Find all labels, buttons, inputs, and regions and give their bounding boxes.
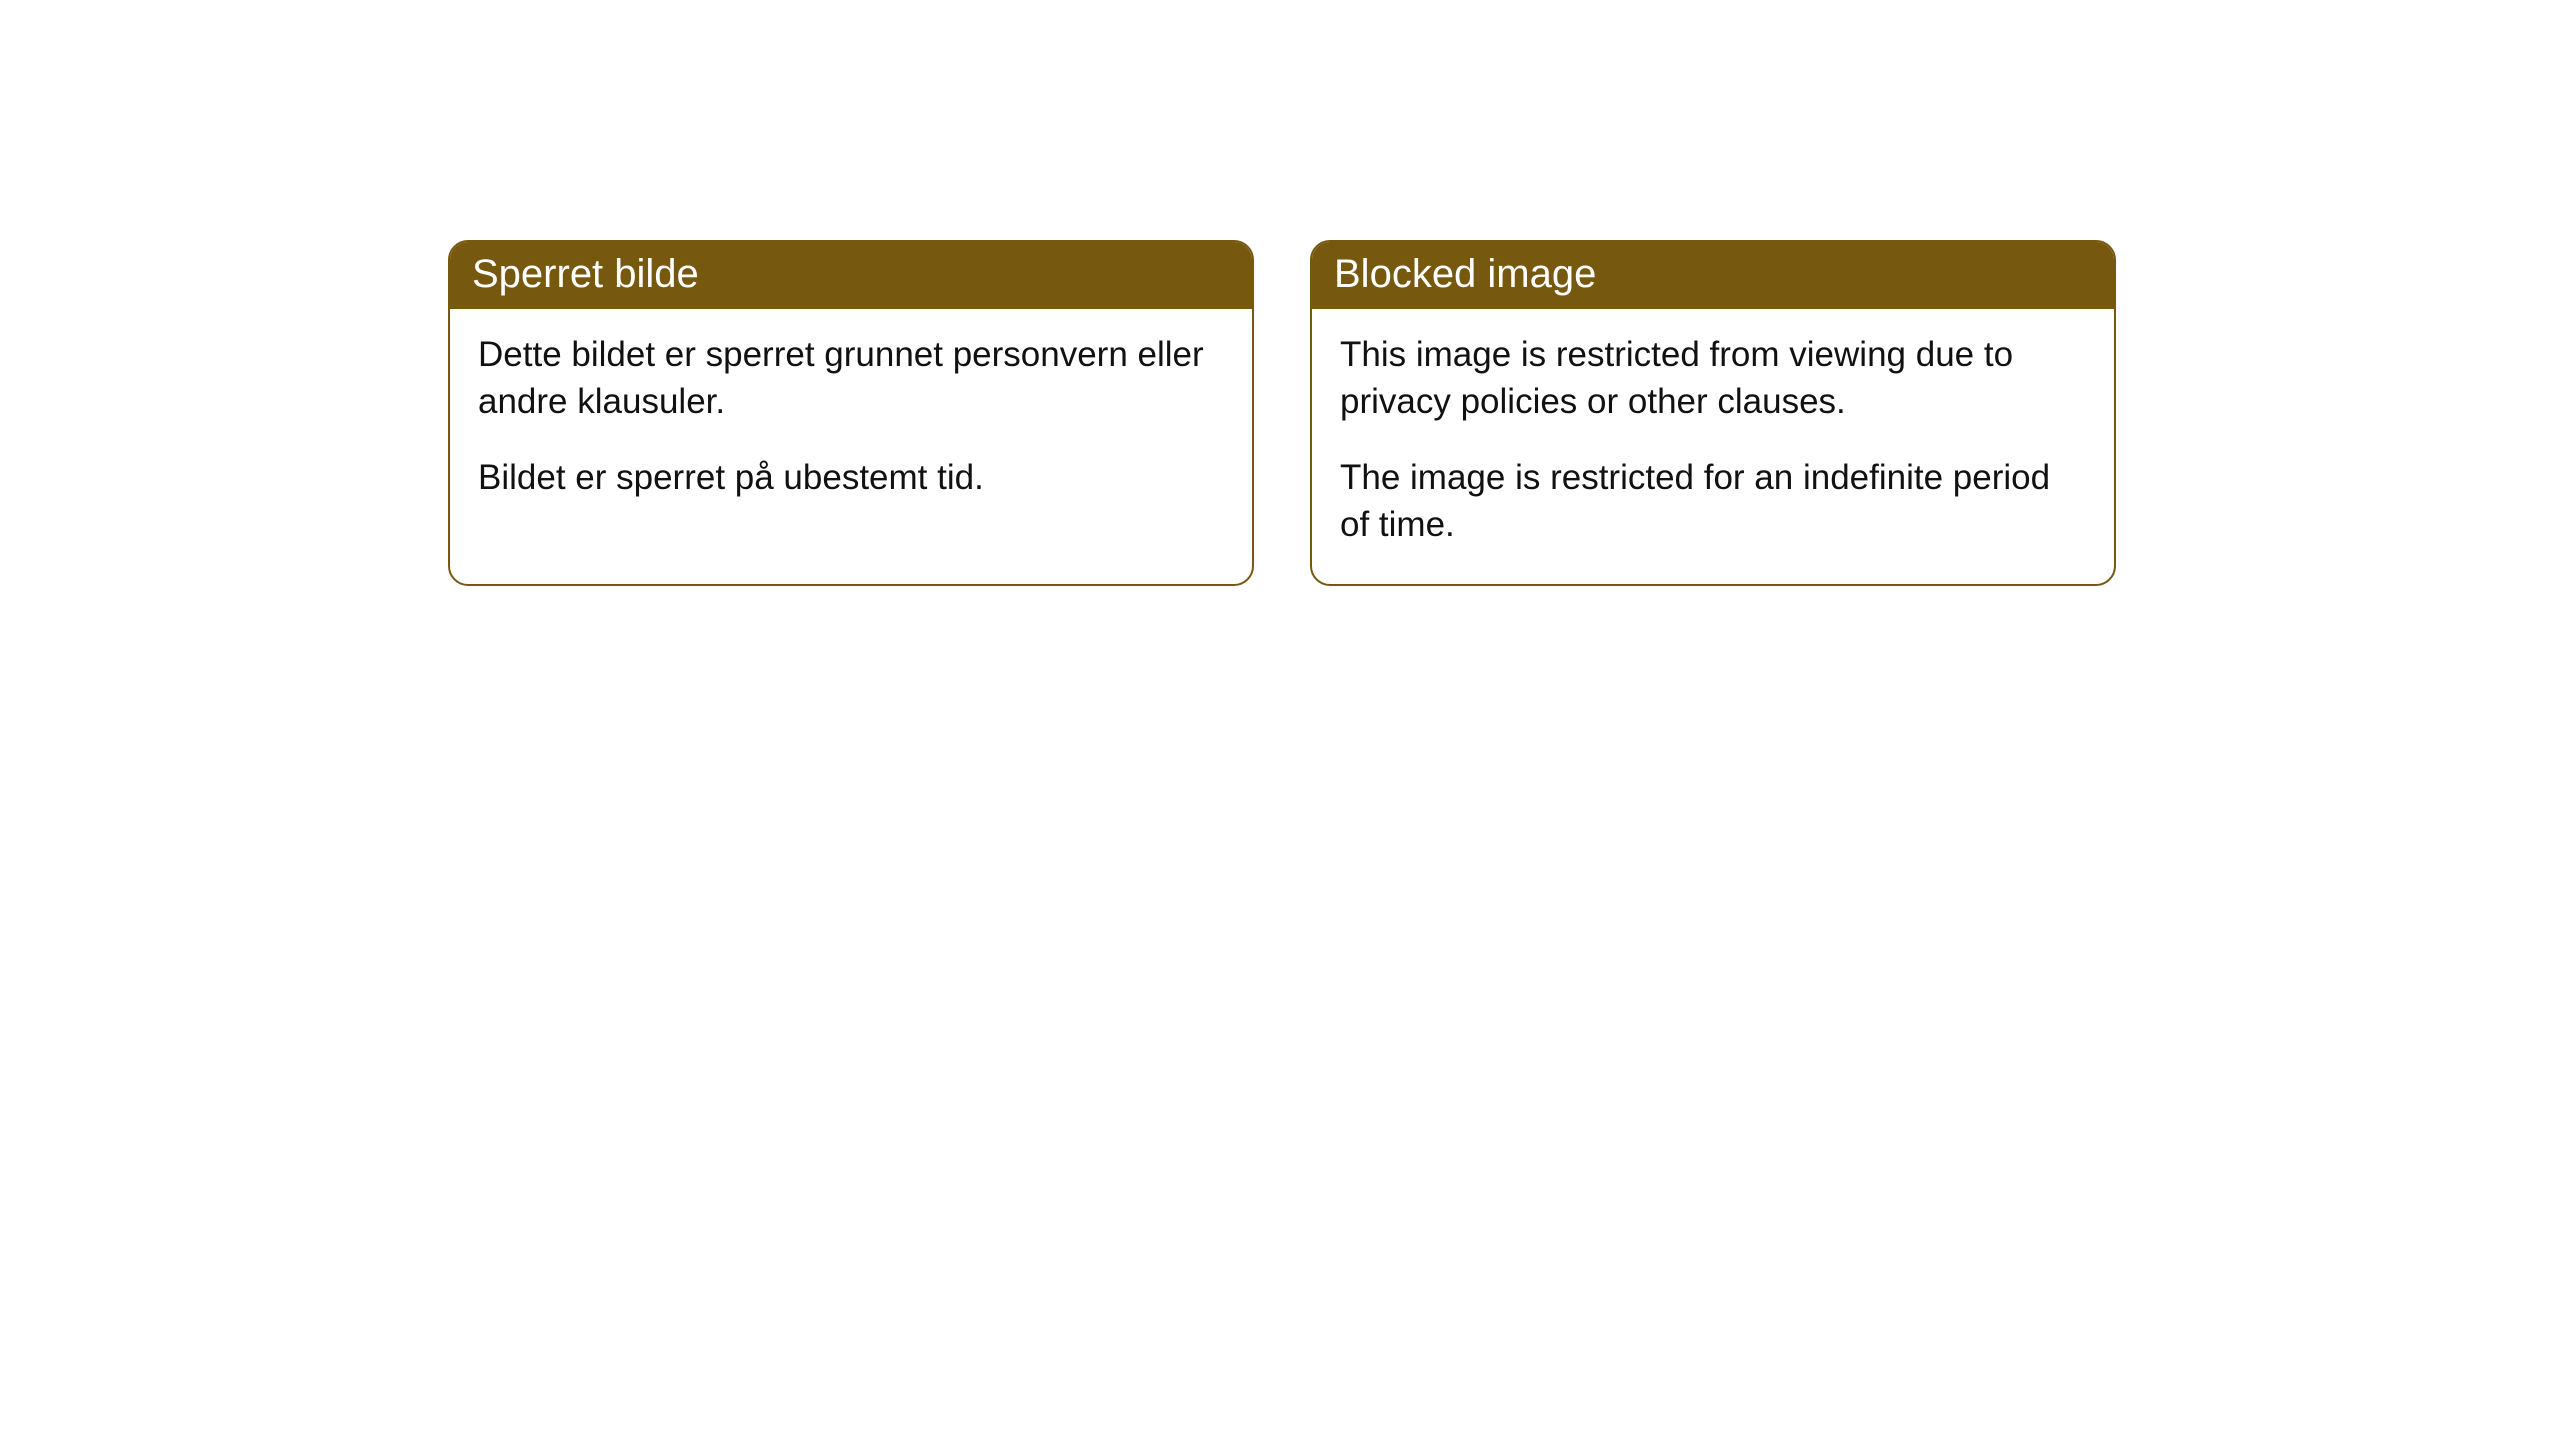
- notice-card-title: Blocked image: [1312, 242, 2114, 309]
- notice-card-english: Blocked image This image is restricted f…: [1310, 240, 2116, 586]
- notice-card-paragraph: The image is restricted for an indefinit…: [1340, 454, 2086, 549]
- notice-card-paragraph: Dette bildet er sperret grunnet personve…: [478, 331, 1224, 426]
- notice-card-paragraph: Bildet er sperret på ubestemt tid.: [478, 454, 1224, 501]
- notice-card-title: Sperret bilde: [450, 242, 1252, 309]
- notice-card-body: Dette bildet er sperret grunnet personve…: [450, 309, 1252, 537]
- notice-card-paragraph: This image is restricted from viewing du…: [1340, 331, 2086, 426]
- notice-card-container: Sperret bilde Dette bildet er sperret gr…: [448, 240, 2560, 586]
- notice-card-body: This image is restricted from viewing du…: [1312, 309, 2114, 584]
- notice-card-norwegian: Sperret bilde Dette bildet er sperret gr…: [448, 240, 1254, 586]
